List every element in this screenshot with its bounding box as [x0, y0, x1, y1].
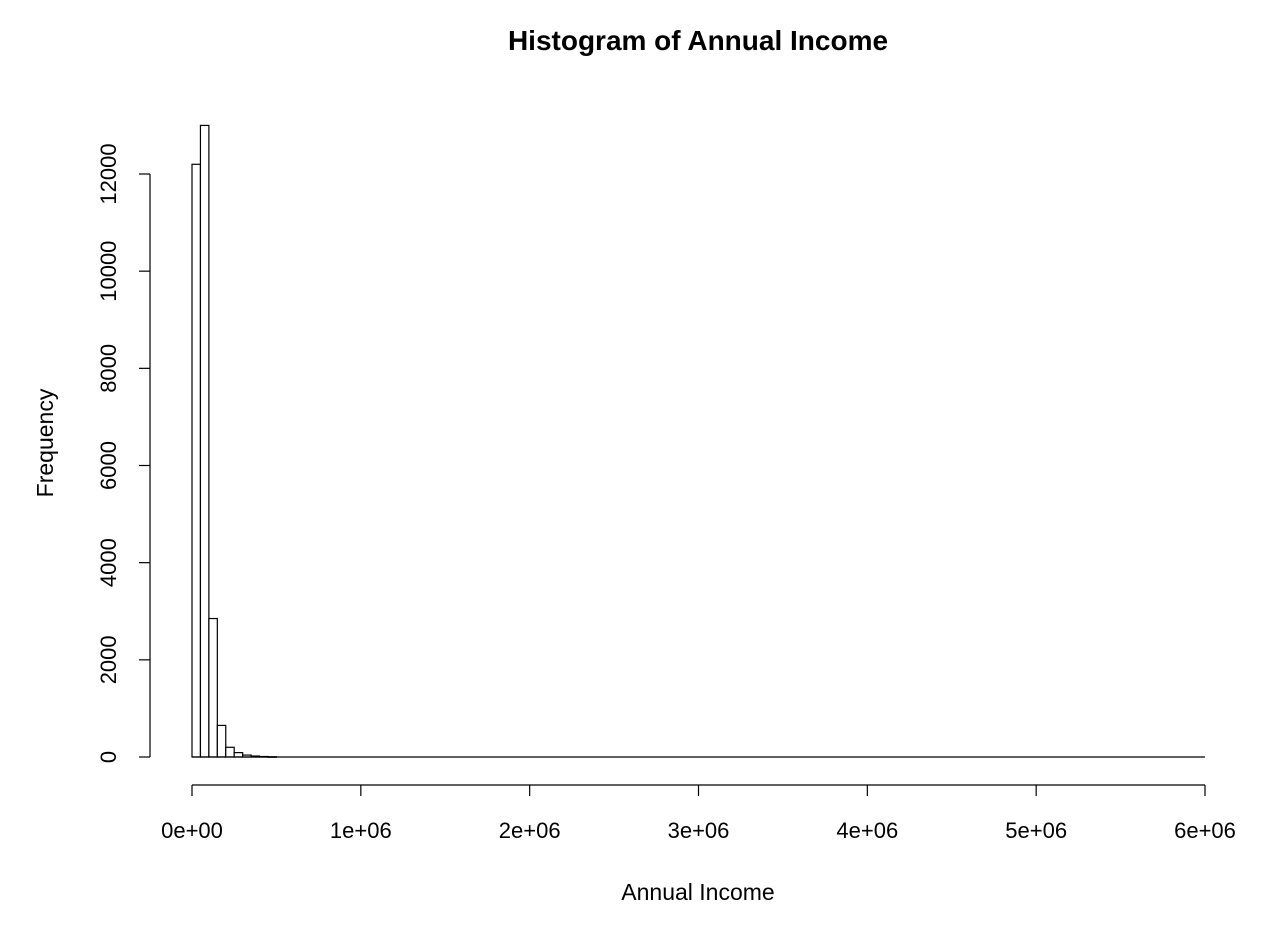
y-tick-label: 0	[96, 751, 121, 763]
histogram-bar	[216, 724, 227, 758]
x-tick-label: 0e+00	[161, 818, 223, 843]
x-tick-label: 6e+06	[1174, 818, 1236, 843]
x-tick-label: 4e+06	[836, 818, 898, 843]
y-tick-label: 10000	[96, 241, 121, 302]
histogram-bar	[225, 746, 235, 758]
chart-title: Histogram of Annual Income	[508, 25, 888, 56]
bars-layer	[191, 124, 278, 758]
y-tick-label: 6000	[96, 441, 121, 490]
y-axis: 0 2000 4000 6000 8000 10000 12000	[96, 143, 151, 763]
y-tick-label: 8000	[96, 344, 121, 393]
histogram-bar	[233, 752, 244, 758]
x-tick-label: 1e+06	[330, 818, 392, 843]
x-tick-label: 2e+06	[499, 818, 561, 843]
histogram-bar	[191, 163, 202, 758]
y-tick-label: 12000	[96, 143, 121, 204]
x-axis: 0e+00 1e+06 2e+06 3e+06 4e+06 5e+06 6e+06	[161, 784, 1236, 843]
histogram-bar	[208, 617, 218, 758]
y-axis-label: Frequency	[32, 388, 58, 497]
histogram-bar	[199, 124, 210, 758]
x-axis-label: Annual Income	[621, 879, 774, 905]
x-tick-label: 3e+06	[668, 818, 730, 843]
y-tick-label: 4000	[96, 538, 121, 587]
x-tick-label: 5e+06	[1005, 818, 1067, 843]
y-tick-label: 2000	[96, 635, 121, 684]
